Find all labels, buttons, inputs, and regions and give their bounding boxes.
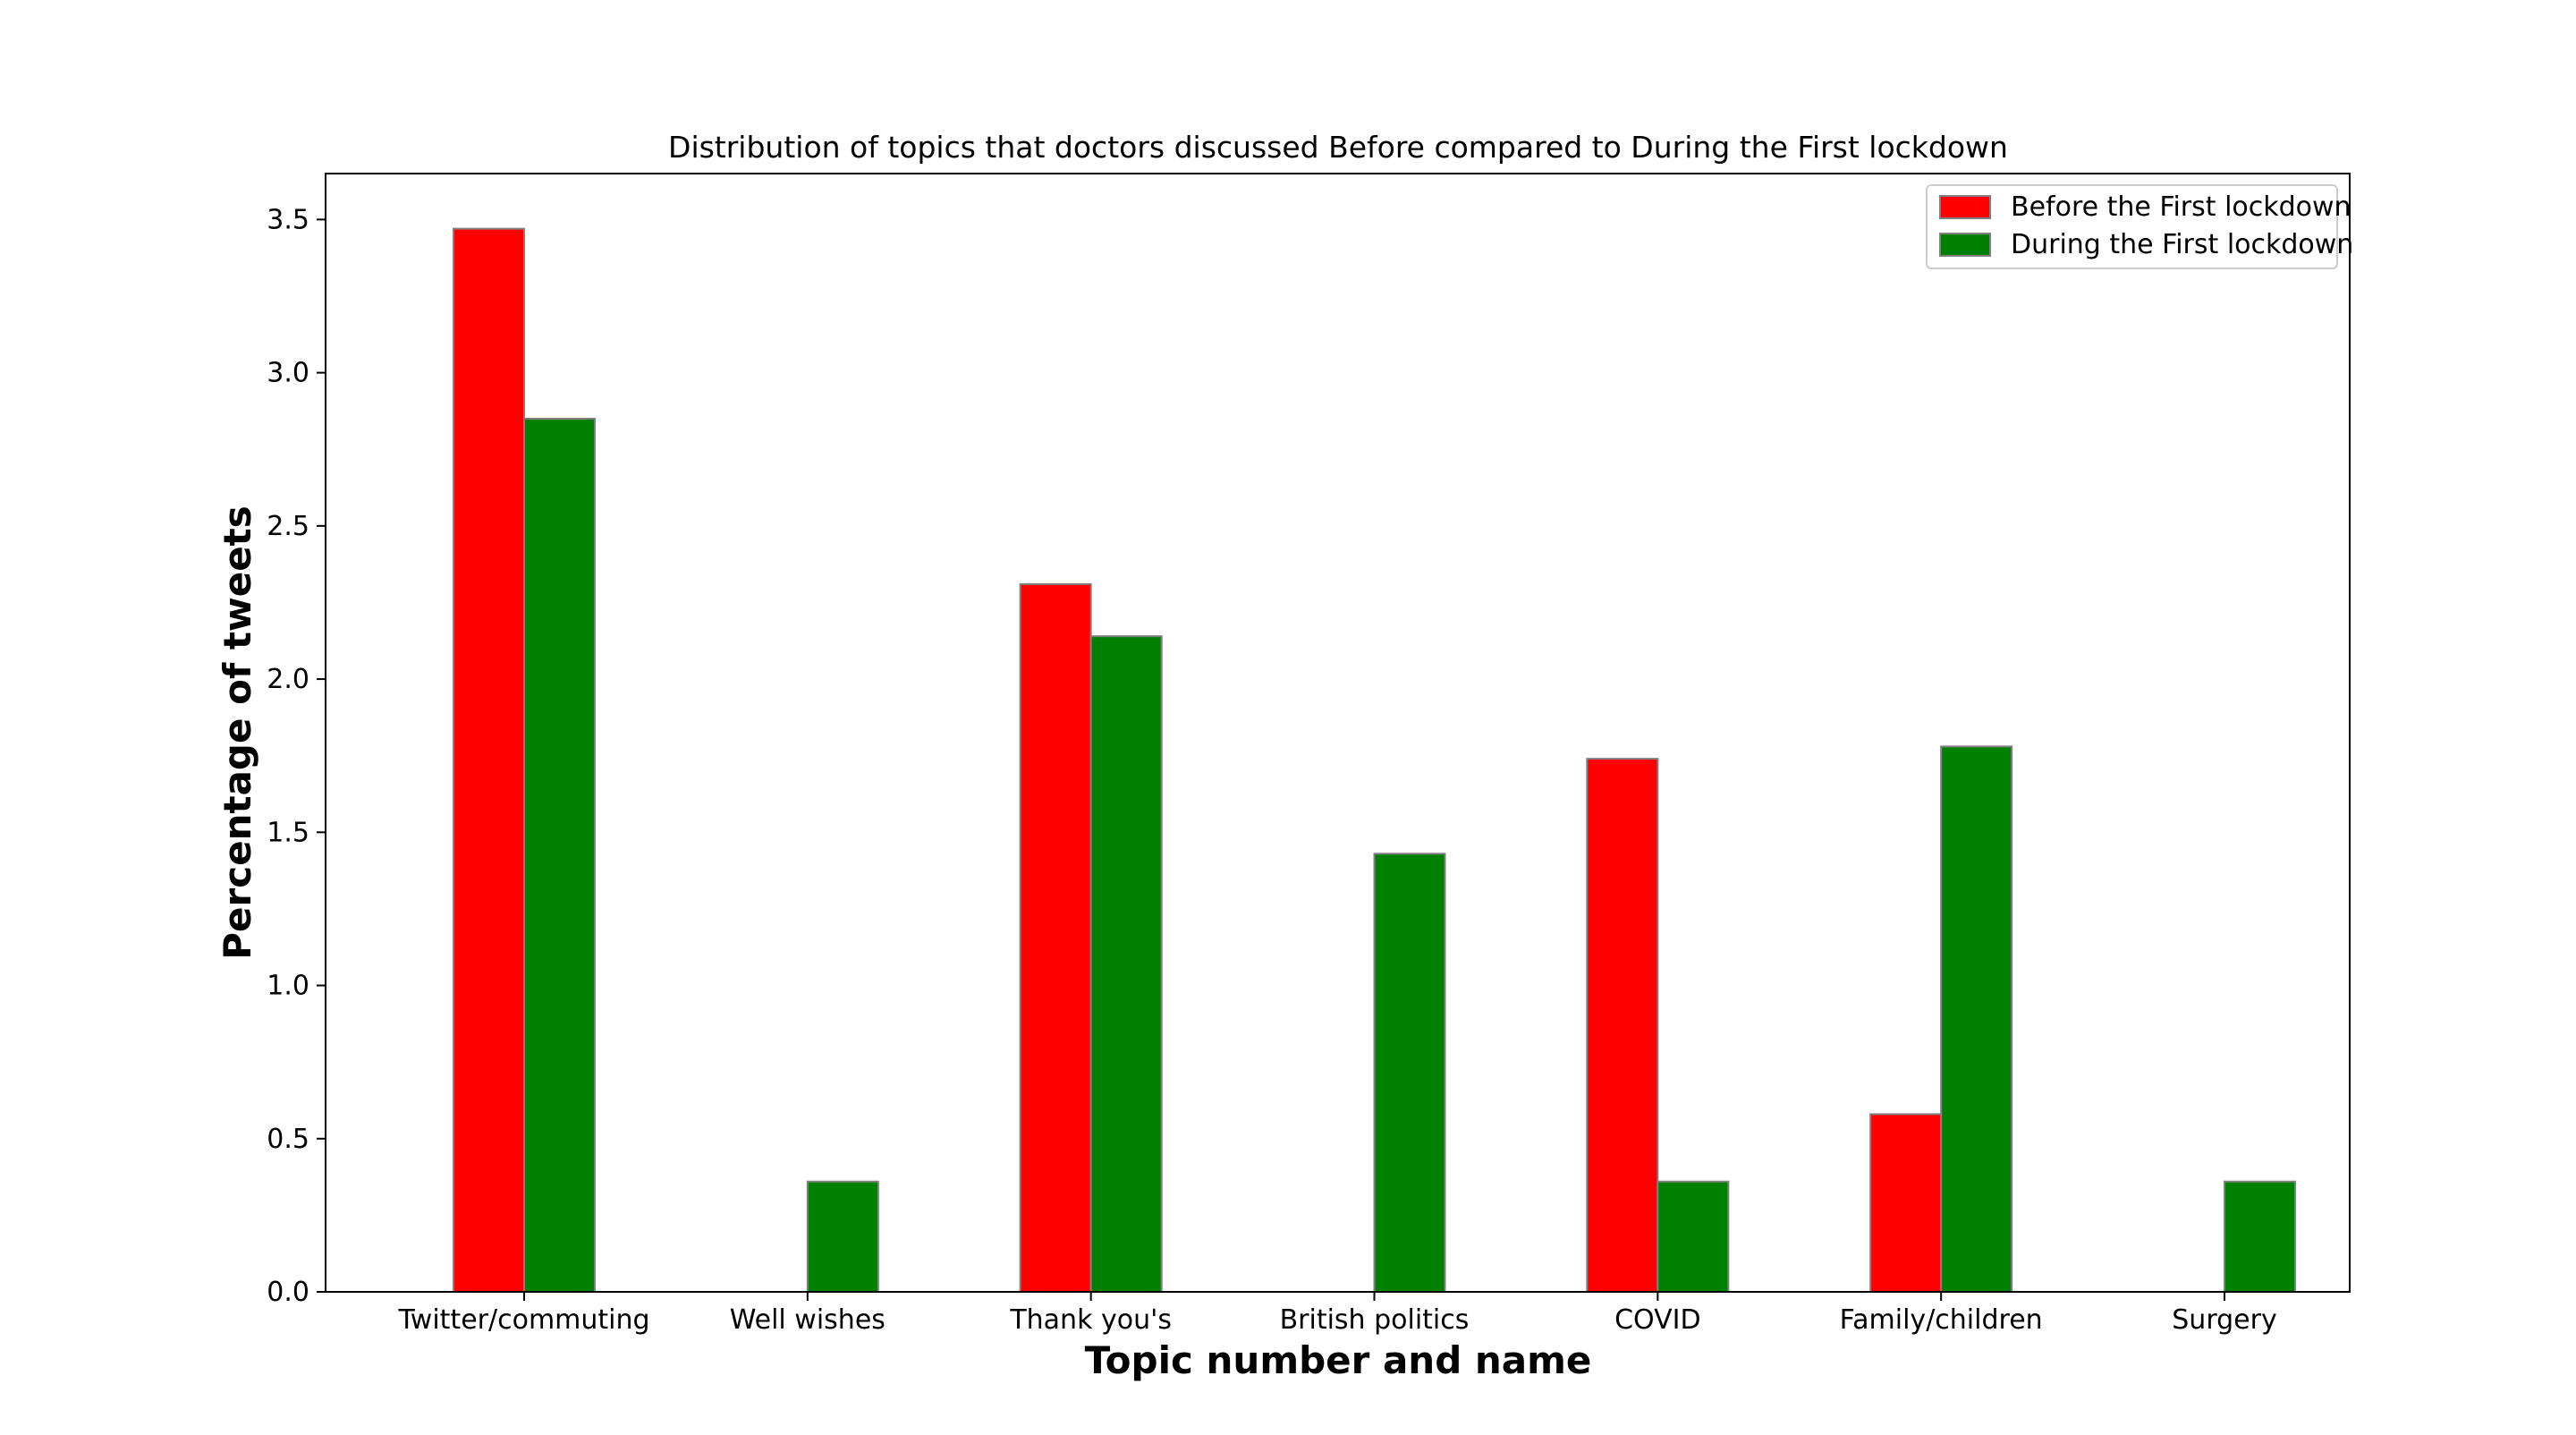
y-tick-label-4: 2.0 bbox=[267, 664, 309, 695]
legend-swatch-1 bbox=[1939, 233, 1991, 257]
bar-before-0 bbox=[453, 227, 525, 1294]
bars-group bbox=[453, 227, 2296, 1294]
plot-frame bbox=[325, 173, 2351, 1293]
legend-box bbox=[1926, 184, 2338, 269]
y-tick-label-7: 3.5 bbox=[267, 204, 309, 235]
y-tick-label-1: 0.5 bbox=[267, 1124, 309, 1155]
x-tick-label-6: Surgery bbox=[2172, 1304, 2276, 1336]
y-tick-label-3: 1.5 bbox=[267, 817, 309, 848]
bar-during-3 bbox=[1373, 853, 1446, 1293]
x-tick-label-5: Family/children bbox=[1840, 1304, 2043, 1336]
legend-swatch-0 bbox=[1939, 195, 1991, 219]
bar-during-5 bbox=[1940, 745, 2013, 1293]
x-tick-label-0: Twitter/commuting bbox=[397, 1304, 649, 1336]
x-tick-label-2: Thank you's bbox=[1009, 1304, 1172, 1336]
y-tick-label-6: 3.0 bbox=[267, 358, 309, 389]
bar-during-2 bbox=[1089, 635, 1163, 1293]
y-axis-label: Percentage of tweets bbox=[216, 505, 259, 960]
bar-before-2 bbox=[1019, 582, 1092, 1293]
bar-during-1 bbox=[806, 1180, 879, 1293]
bar-during-0 bbox=[523, 417, 596, 1293]
y-tick-label-0: 0.0 bbox=[267, 1277, 309, 1308]
y-tick-label-2: 1.0 bbox=[267, 971, 309, 1002]
x-tick-label-4: COVID bbox=[1614, 1304, 1701, 1336]
x-tick-label-3: British politics bbox=[1280, 1304, 1470, 1336]
legend: Before the First lockdown During the Firs… bbox=[1926, 184, 2353, 269]
bar-before-5 bbox=[1869, 1113, 1943, 1294]
x-tick-label-1: Well wishes bbox=[730, 1304, 886, 1336]
legend-label-1: During the First lockdown bbox=[2011, 229, 2353, 260]
chart-title: Distribution of topics that doctors disc… bbox=[668, 130, 2008, 165]
x-axis-ticks: Twitter/commuting Well wishes Thank you's B… bbox=[397, 1292, 2277, 1336]
legend-label-0: Before the First lockdown bbox=[2011, 191, 2351, 223]
y-tick-label-5: 2.5 bbox=[267, 511, 309, 542]
bar-during-6 bbox=[2224, 1180, 2296, 1293]
bar-during-4 bbox=[1657, 1180, 1730, 1293]
x-axis-label: Topic number and name bbox=[1085, 1338, 1592, 1382]
y-axis-ticks: 0.0 0.5 1.0 1.5 2.0 2.5 3.0 3.5 bbox=[267, 204, 326, 1308]
bar-before-4 bbox=[1586, 758, 1659, 1293]
